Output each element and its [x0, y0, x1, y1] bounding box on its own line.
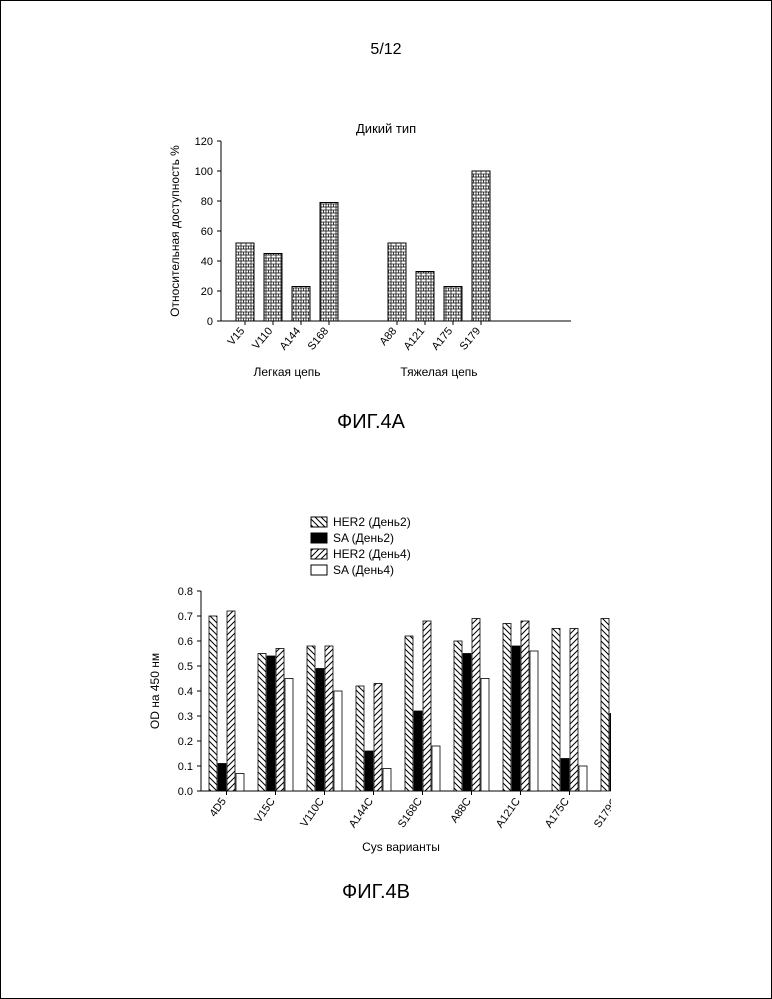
page-number: 5/12: [1, 41, 771, 59]
chart-4b-ylabel: OD на 450 нм: [148, 653, 162, 729]
chart-4a-bar: [444, 287, 462, 322]
chart-4b-bar: [463, 654, 471, 792]
chart-4b-bar: [432, 746, 440, 791]
svg-text:S168: S168: [306, 325, 332, 352]
chart-4b-xtick: A121C: [494, 796, 523, 830]
chart-4a-bar: [264, 254, 282, 322]
legend-swatch: [311, 533, 327, 543]
chart-4a-group-label: Тяжелая цепь: [400, 365, 477, 379]
legend-label: HER2 (День4): [333, 547, 411, 561]
chart-4b-bar: [512, 646, 520, 791]
chart-4b-bar: [405, 636, 413, 791]
legend-swatch: [311, 565, 327, 575]
chart-4a-bar: [416, 272, 434, 322]
svg-text:0.8: 0.8: [178, 586, 193, 598]
chart-4b-bar: [530, 651, 538, 791]
chart-4b-bar: [579, 766, 587, 791]
chart-4b-bar: [552, 629, 560, 792]
svg-text:V110: V110: [250, 325, 275, 352]
svg-text:0.6: 0.6: [178, 636, 193, 648]
chart-4b-bar: [209, 616, 217, 791]
chart-4a-bar: [236, 243, 254, 321]
svg-text:40: 40: [201, 256, 213, 268]
svg-text:0: 0: [207, 316, 213, 328]
chart-4b-xtick: S179C: [592, 796, 611, 830]
chart-4b-xtick: A175C: [543, 796, 572, 830]
chart-4b-bar: [316, 669, 324, 792]
svg-text:20: 20: [201, 286, 213, 298]
svg-text:A175: A175: [430, 325, 456, 352]
chart-4b-bar: [356, 686, 364, 791]
chart-4a-bar: [388, 243, 406, 321]
chart-4b-bar: [365, 751, 373, 791]
svg-text:0.0: 0.0: [178, 786, 193, 798]
chart-4b-xtick: 4D5: [208, 796, 229, 819]
chart-4b-xtick: V15C: [252, 796, 278, 825]
chart-4b-bar: [481, 679, 489, 792]
legend-label: HER2 (День2): [333, 515, 411, 529]
svg-text:120: 120: [195, 136, 213, 148]
svg-text:A88: A88: [378, 325, 400, 348]
chart-4b-bar: [258, 654, 266, 792]
svg-text:V15: V15: [226, 325, 248, 348]
figure-4b-label: ФИГ.4B: [141, 881, 611, 904]
chart-4a-group-label: Легкая цепь: [253, 365, 320, 379]
chart-4b-bar: [227, 611, 235, 791]
chart-4b-bar: [334, 691, 342, 791]
legend-swatch: [311, 517, 327, 527]
svg-text:0.5: 0.5: [178, 661, 193, 673]
chart-4b-bar: [601, 619, 609, 792]
svg-text:60: 60: [201, 226, 213, 238]
chart-4b-bar: [610, 714, 611, 792]
chart-4b-bar: [285, 679, 293, 792]
chart-4b-bar: [454, 641, 462, 791]
chart-4b-bar: [521, 621, 529, 791]
chart-4b-bar: [374, 684, 382, 792]
chart-4b-bar: [383, 769, 391, 792]
chart-4b-xtick: A88C: [448, 796, 474, 825]
legend-swatch: [311, 549, 327, 559]
svg-text:80: 80: [201, 196, 213, 208]
chart-4b-bar: [570, 629, 578, 792]
svg-text:0.4: 0.4: [178, 686, 193, 698]
legend-label: SA (День2): [333, 531, 394, 545]
chart-4b-bar: [267, 656, 275, 791]
figure-4a-label: ФИГ.4A: [161, 411, 581, 434]
chart-4a-svg: Дикий тип 0 20 40 60 80 100 120 Относительная до…: [161, 111, 581, 401]
chart-4a-ylabel: Относительная доступность %: [168, 145, 182, 317]
chart-4b-bar: [276, 649, 284, 792]
svg-text:A121: A121: [402, 325, 428, 352]
chart-4b-bar: [236, 774, 244, 792]
chart-4b-xtick: V110C: [298, 796, 327, 830]
legend-label: SA (День4): [333, 563, 394, 577]
chart-4b-svg: HER2 (День2) SA (День2) HER2 (День4) SA (Де…: [141, 511, 611, 871]
figure-4a: Дикий тип 0 20 40 60 80 100 120 Относительная до…: [161, 111, 581, 434]
svg-text:0.1: 0.1: [178, 761, 193, 773]
chart-4b-bar: [472, 619, 480, 792]
chart-4b-xtick: A144C: [347, 796, 376, 830]
chart-4b-bar: [561, 759, 569, 792]
chart-4a-title: Дикий тип: [356, 121, 416, 136]
chart-4a-bar: [292, 287, 310, 322]
chart-4b-bar: [503, 624, 511, 792]
chart-4a-bar: [320, 203, 338, 322]
figure-4b: HER2 (День2) SA (День2) HER2 (День4) SA (Де…: [141, 511, 611, 904]
chart-4b-bar: [414, 711, 422, 791]
svg-text:S179: S179: [458, 325, 484, 352]
svg-text:100: 100: [195, 166, 213, 178]
chart-4b-xtick: S168C: [396, 796, 425, 830]
svg-text:A144: A144: [278, 325, 304, 352]
chart-4a-bar: [472, 171, 490, 321]
chart-4b-bar: [307, 646, 315, 791]
svg-text:0.2: 0.2: [178, 736, 193, 748]
chart-4b-bar: [423, 621, 431, 791]
chart-4b-xlabel: Cys варианты: [362, 840, 440, 854]
svg-text:0.3: 0.3: [178, 711, 193, 723]
chart-4b-bar: [218, 764, 226, 792]
chart-4b-bar: [325, 646, 333, 791]
svg-text:0.7: 0.7: [178, 611, 193, 623]
page-container: 5/12 Дикий тип 0 20 40 60 80 100 120 Относительн…: [0, 0, 772, 999]
